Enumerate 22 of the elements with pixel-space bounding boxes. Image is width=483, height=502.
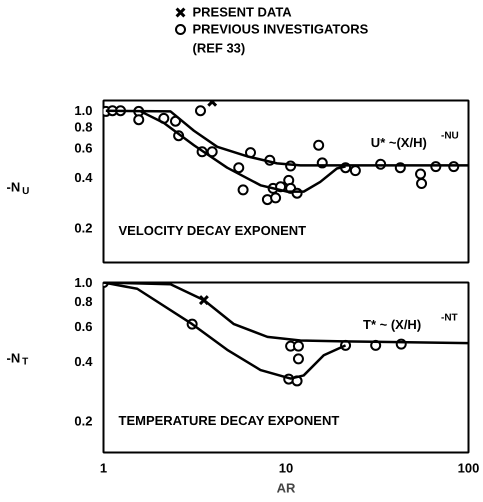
y-axis-title: -NU xyxy=(441,130,459,142)
y-tick-label: 0.2 xyxy=(74,414,93,429)
y-tick-label: 0.4 xyxy=(74,354,94,369)
y-tick-label: 1.0 xyxy=(74,103,93,118)
text: T* ~ (X/H) xyxy=(363,317,422,332)
annotation: TEMPERATURE DECAY EXPONENT xyxy=(118,413,340,428)
x-tick-label: 100 xyxy=(458,460,480,476)
y-tick-label: 0.2 xyxy=(74,220,93,236)
y-tick-label: 0.6 xyxy=(74,319,93,334)
y-tick-label: 0.4 xyxy=(74,170,94,186)
x-tick-label: 10 xyxy=(278,460,294,476)
y-tick-label: 0.6 xyxy=(74,140,93,156)
y-tick-label: 1.0 xyxy=(74,275,93,290)
x-tick-label: 1 xyxy=(100,460,108,476)
y-tick-label: 0.8 xyxy=(74,119,93,134)
annotation: VELOCITY DECAY EXPONENT xyxy=(118,223,306,238)
legend-label: PRESENT DATA xyxy=(192,4,292,20)
y-tick-label: 0.8 xyxy=(74,294,93,310)
x-axis-title: AR xyxy=(276,480,296,496)
legend-label: PREVIOUS INVESTIGATORS (REF 33) xyxy=(192,22,369,56)
y-axis-title: -NT xyxy=(441,312,458,324)
text: U* ~(X/H) xyxy=(370,135,427,150)
